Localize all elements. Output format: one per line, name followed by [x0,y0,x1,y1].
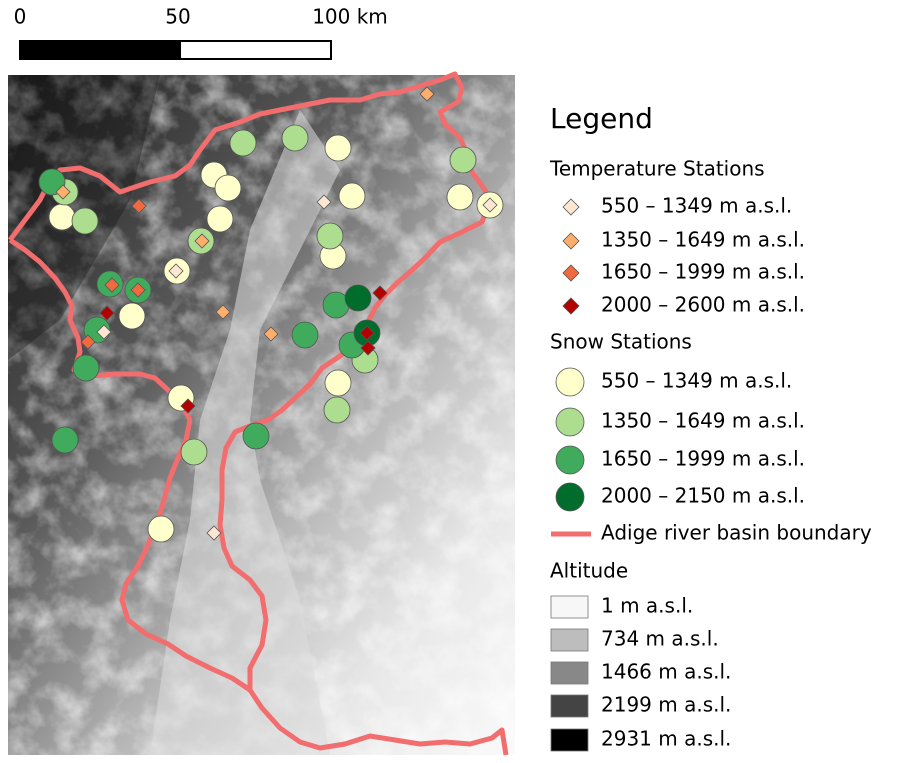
scale-label: 100 km [312,5,388,29]
snow-station [71,207,99,235]
snow-station [147,515,175,543]
legend-group-title: Snow Stations [550,330,692,354]
snow-station [72,354,100,382]
legend-group-title: Temperature Stations [549,157,765,181]
legend-label: 734 m a.s.l. [601,627,719,651]
legend-altitude-swatch [550,661,589,685]
stations [38,86,504,543]
temperature-station [316,194,332,210]
temperature-station [562,198,580,216]
temperature-station [168,263,184,279]
temperature-station [562,264,580,282]
snow-station [51,426,79,454]
legend-label: 2000 – 2600 m a.s.l. [601,293,805,317]
temperature-station [104,277,120,293]
legend: Legend Temperature Stations Snow Station… [549,102,872,752]
snow-station [344,284,372,312]
legend-label: Adige river basin boundary [601,521,872,545]
snow-station [324,369,352,397]
snow-station [38,168,66,196]
temperature-station [80,334,96,350]
terrain [8,75,515,755]
snow-station [555,367,585,397]
snow-station [229,129,257,157]
legend-altitude-swatch [550,595,589,619]
snow-station [48,203,76,231]
snow-station [446,183,474,211]
temperature-station [55,184,71,200]
temperature-station [482,197,498,213]
scale-label: 0 [14,5,27,29]
legend-label: 1650 – 1999 m a.s.l. [601,447,805,471]
legend-label: 1650 – 1999 m a.s.l. [601,260,805,284]
temperature-station [419,86,435,102]
legend-title: Legend [550,102,653,135]
temperature-station [360,340,376,356]
temperature-station [96,324,112,340]
legend-label: 1466 m a.s.l. [601,660,731,684]
temperature-station [206,525,222,541]
temperature-station [263,326,279,342]
scale-bar-light [179,40,332,60]
snow-station [555,482,585,512]
legend-altitude-swatch [550,728,589,752]
snow-station [555,407,585,437]
temperature-station [359,325,375,341]
legend-label: 550 – 1349 m a.s.l. [601,194,792,218]
basin-boundary [8,71,509,756]
temperature-station [215,304,231,320]
temperature-station [180,398,196,414]
legend-label: 2199 m a.s.l. [601,693,731,717]
snow-station [206,205,234,233]
snow-station [449,146,477,174]
basin-boundary [8,237,252,693]
temperature-station [130,282,146,298]
legend-label: 2931 m a.s.l. [601,727,731,751]
snow-station [242,422,270,450]
temperature-station [99,305,115,321]
legend-group-title: Altitude [550,559,628,583]
snow-station [291,321,319,349]
scale-bar: 0 50 100 km [14,5,388,60]
legend-label: 1 m a.s.l. [601,594,693,618]
temperature-station [562,297,580,315]
temperature-station [372,285,388,301]
scale-label: 50 [165,5,190,29]
legend-altitude-swatch [550,694,589,718]
snow-station [180,438,208,466]
legend-label: 1350 – 1649 m a.s.l. [601,228,805,252]
snow-station [338,182,366,210]
snow-station [316,222,344,250]
snow-station [281,124,309,152]
snow-station [214,174,242,202]
legend-altitude-swatch [550,628,589,652]
temperature-station [131,198,147,214]
snow-station [555,445,585,475]
legend-label: 2000 – 2150 m a.s.l. [601,484,805,508]
temperature-station [194,233,210,249]
legend-label: 1350 – 1649 m a.s.l. [601,409,805,433]
snow-station [118,302,146,330]
temperature-station [562,232,580,250]
snow-station [324,134,352,162]
legend-label: 550 – 1349 m a.s.l. [601,369,792,393]
snow-station [323,396,351,424]
scale-bar-dark [19,40,181,60]
